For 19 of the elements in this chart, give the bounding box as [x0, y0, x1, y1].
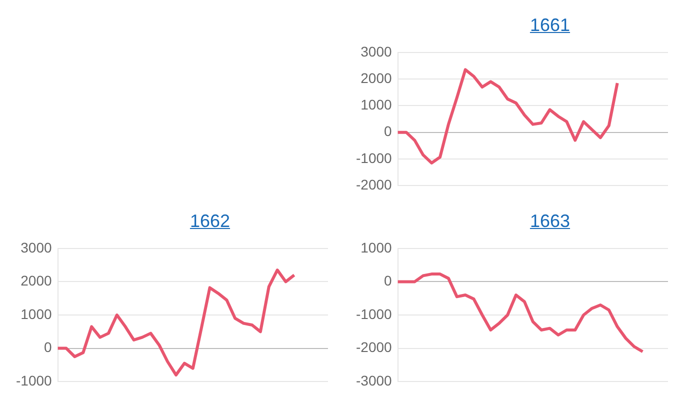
- y-tick-label: 2000: [360, 70, 392, 86]
- y-tick-label: 2000: [20, 272, 52, 289]
- chart-title: 1662: [188, 210, 232, 233]
- y-tick-label: -1000: [356, 150, 392, 166]
- chart-title: 1663: [528, 210, 572, 233]
- y-tick-label: 3000: [360, 43, 392, 60]
- y-tick-label: 3000: [20, 239, 52, 256]
- y-tick-label: 1000: [360, 96, 392, 113]
- y-tick-label: -2000: [356, 339, 392, 356]
- y-tick-label: 0: [384, 123, 392, 140]
- chart-title: 1661: [528, 14, 572, 37]
- y-tick-label: -3000: [356, 372, 392, 388]
- y-tick-label: 1000: [20, 306, 52, 322]
- y-tick-label: -2000: [356, 176, 392, 192]
- y-tick-label: -1000: [16, 372, 52, 388]
- y-tick-label: 1000: [360, 239, 392, 256]
- y-tick-label: 0: [384, 272, 392, 289]
- y-tick-label: 0: [44, 339, 52, 356]
- y-tick-label: -1000: [356, 306, 392, 322]
